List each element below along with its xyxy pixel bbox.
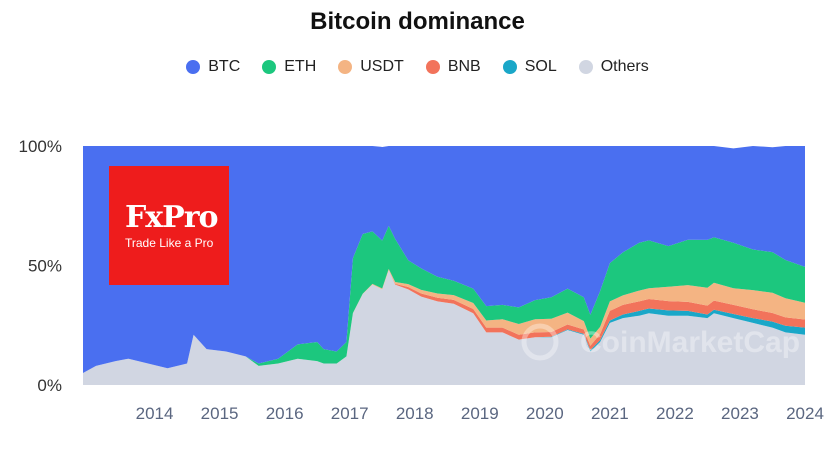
legend-item-bnb[interactable]: BNB [425, 58, 481, 76]
chart-title: Bitcoin dominance [310, 8, 525, 35]
x-tick-label: 2024 [786, 404, 824, 423]
area-series-others [83, 270, 805, 385]
coinmarketcap-watermark: CoinMarketCap [580, 326, 800, 359]
legend-swatch-others [578, 60, 593, 74]
legend-item-others[interactable]: Others [578, 58, 649, 76]
x-tick-label: 2020 [526, 404, 564, 423]
x-tick-label: 2022 [656, 404, 694, 423]
legend-swatch-usdt [338, 60, 353, 74]
x-tick-label: 2016 [266, 404, 304, 423]
legend-item-btc[interactable]: BTC [186, 58, 240, 76]
x-tick-label: 2015 [201, 404, 239, 423]
x-tick-label: 2018 [396, 404, 434, 423]
coinmarketcap-watermark-logo [521, 323, 559, 361]
logo-tagline: Trade Like a Pro [125, 236, 214, 250]
legend-item-sol[interactable]: SOL [502, 58, 557, 76]
area-series-btc [83, 146, 805, 374]
legend-item-usdt[interactable]: USDT [338, 58, 404, 76]
legend-label-bnb: BNB [447, 58, 481, 75]
legend-item-eth[interactable]: ETH [262, 58, 316, 76]
legend-swatch-bnb [425, 60, 440, 74]
legend-label-others: Others [600, 58, 649, 75]
x-tick-label: 2023 [721, 404, 759, 423]
y-tick-label: 100% [19, 137, 62, 156]
logo-name: FxPro [125, 200, 219, 235]
fxpro-logo: FxPro Trade Like a Pro [109, 166, 229, 285]
chart-legend: BTC ETH USDT BNB SOL Others [0, 58, 835, 76]
y-tick-label: 50% [28, 257, 62, 276]
legend-swatch-sol [502, 60, 517, 74]
x-tick-label: 2021 [591, 404, 629, 423]
legend-swatch-eth [262, 60, 277, 74]
legend-label-btc: BTC [208, 58, 241, 75]
legend-swatch-btc [186, 60, 201, 74]
x-tick-label: 2017 [331, 404, 369, 423]
legend-label-sol: SOL [524, 58, 557, 75]
legend-label-eth: ETH [284, 58, 317, 75]
area-series-eth [83, 225, 805, 374]
x-tick-label: 2019 [461, 404, 499, 423]
y-tick-label: 0% [37, 376, 62, 395]
x-tick-label: 2014 [136, 404, 174, 423]
legend-label-usdt: USDT [360, 58, 404, 75]
